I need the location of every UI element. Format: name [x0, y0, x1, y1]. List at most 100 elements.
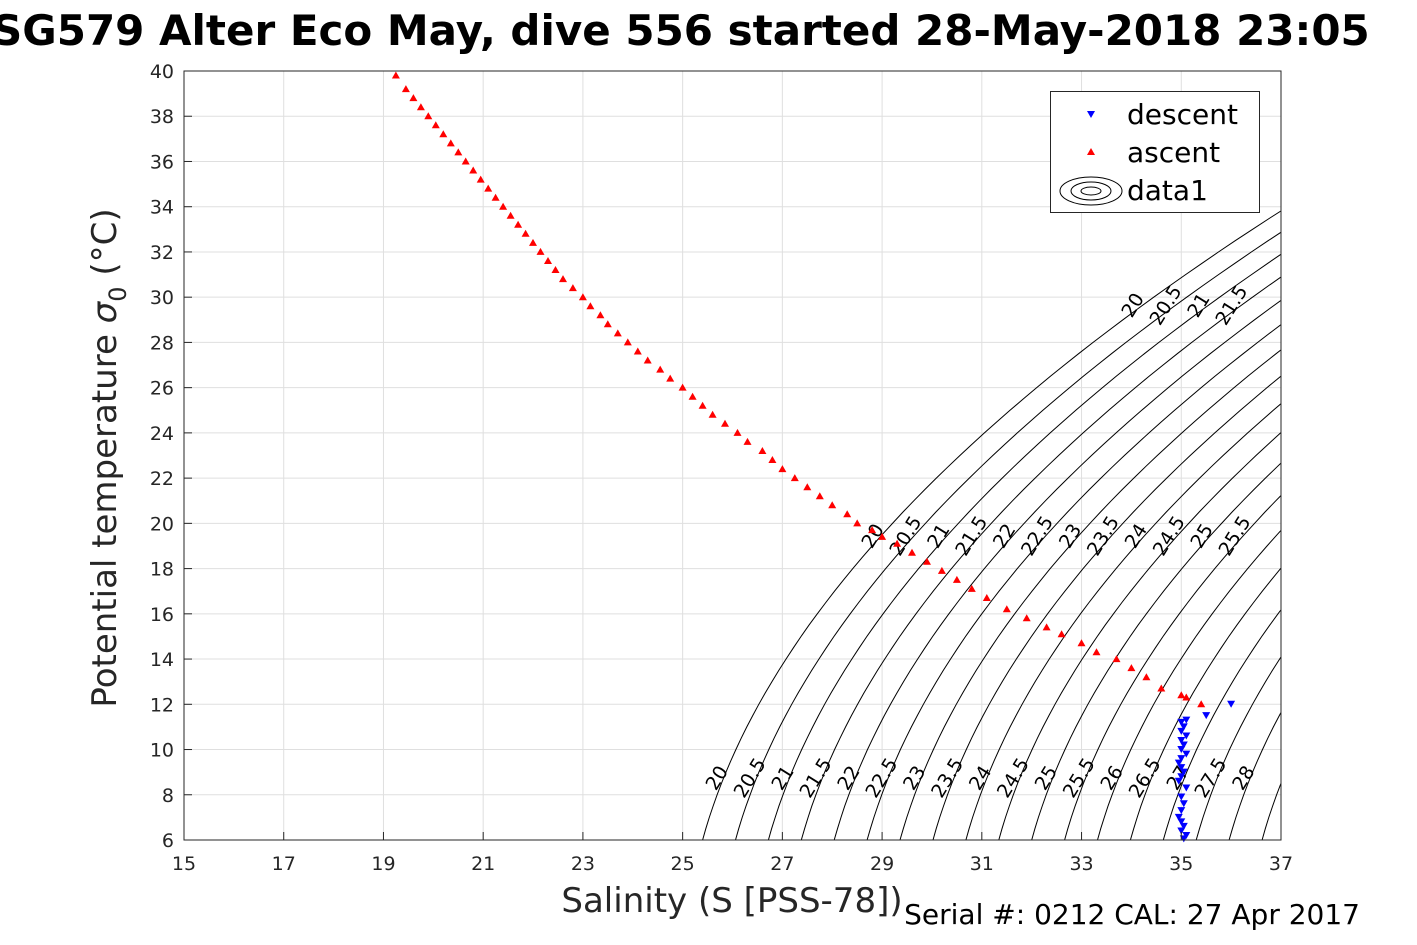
ascent-point [529, 238, 537, 246]
contour-label: 21.5 [951, 512, 992, 560]
ascent-point [843, 510, 852, 518]
contour-label: 20.5 [1145, 282, 1186, 330]
ascent-point [1092, 648, 1101, 656]
ascent-point [633, 347, 642, 355]
y-axis-label-unit: (°C) [85, 208, 125, 286]
contour-label: 20 [1117, 289, 1148, 321]
ascent-point [778, 465, 787, 473]
ascent-point [1177, 691, 1186, 699]
contour-line [767, 253, 1281, 840]
y-axis-label-sub: 0 [104, 286, 132, 301]
y-tick-label: 40 [150, 61, 174, 83]
descent-point [1177, 746, 1186, 753]
ascent-point [698, 401, 707, 409]
ascent-point [568, 284, 577, 292]
y-tick-label: 18 [150, 559, 174, 581]
ascent-point [401, 85, 410, 93]
density-contours [702, 71, 1417, 840]
contour-line [1097, 529, 1281, 840]
ascent-point [1002, 605, 1011, 613]
ascent-point [967, 584, 976, 592]
ascent-point [544, 257, 552, 264]
y-tick-label: 12 [150, 694, 174, 716]
ascent-point [491, 193, 500, 201]
y-tick-label: 28 [150, 332, 174, 354]
descent-point [1182, 732, 1191, 740]
ascent-point [768, 456, 777, 463]
descent-point [1177, 727, 1186, 735]
x-tick-label: 29 [870, 853, 894, 875]
contour-line [800, 276, 1281, 840]
y-tick-label: 14 [150, 649, 174, 671]
contour-label: 21 [923, 520, 954, 552]
y-tick-label: 8 [162, 785, 174, 807]
y-tick-label: 6 [162, 830, 174, 852]
ascent-point [758, 447, 767, 454]
ascent-point [853, 519, 862, 527]
descent-point [1177, 807, 1186, 815]
ascent-point [708, 410, 717, 418]
ascent-point [484, 184, 493, 192]
contour-label: 20 [857, 520, 888, 552]
ascent-point [733, 428, 742, 436]
contour-line [899, 349, 1281, 840]
ascent-point [688, 392, 697, 400]
contour-line [1295, 71, 1417, 840]
descent-point [1174, 777, 1183, 785]
descent-point [1179, 768, 1188, 776]
contour-label: 24 [1121, 520, 1152, 552]
ascent-point [1042, 623, 1051, 631]
descent-point [1177, 827, 1186, 835]
contour-line [866, 324, 1281, 840]
y-tick-label: 36 [150, 151, 174, 173]
contour-line [998, 431, 1281, 840]
contour-label: 22.5 [1017, 512, 1058, 560]
contour-label: 25 [1186, 520, 1217, 552]
contour-line [1129, 567, 1281, 840]
y-tick-label: 26 [150, 378, 174, 400]
ascent-point [656, 365, 665, 373]
ascent-point [446, 139, 455, 147]
y-tick-label: 10 [150, 740, 174, 762]
ascent-point [937, 566, 946, 574]
contour-line [702, 210, 1281, 840]
ascent-point [391, 71, 400, 79]
triangle-down-icon [1087, 111, 1095, 118]
ascent-point [1022, 614, 1031, 622]
ascent-point [416, 103, 425, 111]
descent-point [1174, 759, 1183, 767]
ascent-point [923, 557, 931, 565]
y-tick-label: 22 [150, 468, 174, 490]
contour-line [1031, 462, 1281, 840]
data-marks [391, 71, 1236, 843]
chart-title-container: SG579 Alter Eco May, dive 556 started 28… [0, 0, 1417, 60]
x-tick-label: 15 [172, 853, 196, 875]
ascent-point [803, 483, 812, 491]
y-tick-label: 20 [150, 513, 174, 535]
ascent-point [893, 539, 902, 547]
contour-label: 21.5 [1211, 282, 1252, 330]
y-tick-label: 30 [150, 287, 174, 309]
serial-footer: Serial #: 0212 CAL: 27 Apr 2017 [904, 898, 1360, 931]
descent-point [1182, 750, 1191, 758]
descent-point [1179, 800, 1188, 808]
contour-label: 23.5 [1083, 512, 1124, 560]
ascent-point [596, 311, 605, 319]
ascent-point [815, 492, 824, 500]
descent-point [1177, 737, 1186, 744]
descent-point [1174, 813, 1183, 821]
contour-label: 20.5 [885, 512, 926, 560]
ascent-point [623, 338, 632, 346]
ascent-point [1182, 693, 1191, 701]
ascent-point [790, 474, 799, 482]
ascent-point [982, 594, 991, 601]
descent-point [1179, 741, 1188, 749]
ascent-point [559, 275, 567, 283]
ascent-point [666, 374, 675, 382]
ascent-point [454, 148, 463, 156]
legend: descent ascent data1 [1050, 91, 1260, 213]
ascent-point [409, 94, 418, 102]
descent-point [1227, 700, 1236, 708]
ascent-point [1057, 630, 1066, 638]
